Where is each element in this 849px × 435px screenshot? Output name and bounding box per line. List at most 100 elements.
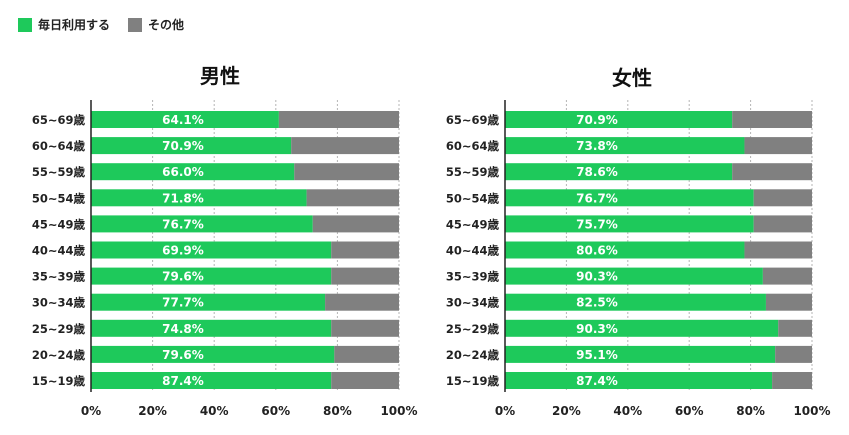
bar-other — [294, 163, 399, 181]
bar-daily — [91, 137, 292, 155]
bar-value-label: 79.6% — [162, 348, 204, 362]
legend-item-daily: 毎日利用する — [18, 16, 110, 33]
bar-value-label: 71.8% — [162, 191, 204, 205]
bar-value-label: 95.1% — [576, 348, 618, 362]
bar-other — [732, 163, 812, 181]
bar-daily — [91, 293, 326, 311]
x-tick-label: 80% — [323, 404, 352, 418]
chart-title-female: 女性 — [612, 66, 652, 90]
category-label: 40~44歳 — [446, 244, 500, 258]
bar-other — [753, 189, 812, 207]
x-tick-label: 100% — [380, 404, 417, 418]
bar-value-label: 75.7% — [576, 217, 618, 231]
bar-daily — [505, 293, 766, 311]
bar-other — [732, 111, 812, 128]
bar-daily — [505, 137, 745, 155]
bar-other — [312, 215, 399, 233]
bar-other — [334, 345, 399, 363]
x-tick-label: 80% — [736, 404, 765, 418]
category-label: 25~29歳 — [32, 322, 86, 336]
bar-daily — [91, 241, 332, 259]
bar-other — [775, 345, 812, 363]
bar-other — [753, 215, 812, 233]
bar-other — [762, 267, 812, 285]
bar-daily — [91, 189, 307, 207]
bar-value-label: 87.4% — [576, 374, 618, 388]
bar-other — [278, 111, 399, 128]
x-tick-label: 40% — [613, 404, 642, 418]
bar-value-label: 70.9% — [576, 113, 618, 127]
bar-value-label: 74.8% — [162, 322, 204, 336]
category-label: 40~44歳 — [32, 244, 86, 258]
bar-value-label: 78.6% — [576, 165, 618, 179]
bar-value-label: 69.9% — [162, 244, 204, 258]
legend-swatch-daily — [18, 17, 32, 32]
legend-label-daily: 毎日利用する — [38, 18, 111, 32]
bar-other — [744, 137, 812, 155]
bar-value-label: 80.6% — [576, 244, 618, 258]
category-label: 50~54歳 — [446, 191, 500, 205]
bar-daily — [91, 267, 332, 285]
category-label: 45~49歳 — [32, 217, 86, 231]
bar-value-label: 73.8% — [576, 139, 618, 153]
category-label: 15~19歳 — [32, 374, 86, 388]
category-label: 50~54歳 — [32, 191, 86, 205]
category-label: 60~64歳 — [32, 139, 86, 153]
category-label: 30~34歳 — [32, 296, 86, 310]
x-tick-label: 0% — [81, 404, 101, 418]
bar-value-label: 90.3% — [576, 270, 618, 284]
bar-other — [325, 293, 399, 311]
category-label: 45~49歳 — [446, 217, 500, 231]
x-tick-label: 20% — [138, 404, 167, 418]
bar-value-label: 90.3% — [576, 322, 618, 336]
bar-other — [331, 319, 399, 337]
bar-value-label: 64.1% — [162, 113, 204, 127]
bar-daily — [505, 241, 745, 259]
bar-daily — [505, 189, 754, 207]
bar-daily — [505, 215, 754, 233]
legend-swatch-other — [128, 17, 143, 32]
bar-value-label: 70.9% — [162, 139, 204, 153]
category-label: 55~59歳 — [446, 165, 500, 179]
category-label: 20~24歳 — [446, 348, 500, 362]
bar-daily — [91, 215, 313, 233]
bar-other — [331, 241, 399, 259]
chart-male: 0% 20% 40% 60% 80% 100% 64.1% 65~69歳 70.9% 60~64歳… — [32, 100, 418, 418]
legend: 毎日利用する その他 — [18, 16, 194, 33]
bar-value-label: 66.0% — [162, 165, 204, 179]
category-label: 15~19歳 — [446, 374, 500, 388]
bar-other — [772, 372, 812, 389]
chart-female: 0% 20% 40% 60% 80% 100% 70.9% 65~69歳 73.8% 60~64歳… — [446, 100, 831, 418]
category-label: 35~39歳 — [32, 270, 86, 284]
bar-other — [331, 372, 399, 389]
bar-daily — [91, 163, 295, 181]
x-tick-label: 20% — [552, 404, 581, 418]
category-label: 65~69歳 — [446, 113, 500, 127]
bar-other — [291, 137, 399, 155]
bar-value-label: 76.7% — [576, 191, 618, 205]
bar-value-label: 82.5% — [576, 296, 618, 310]
chart-title-male: 男性 — [200, 64, 240, 88]
x-tick-label: 60% — [261, 404, 290, 418]
x-tick-label: 60% — [675, 404, 704, 418]
category-label: 20~24歳 — [32, 348, 86, 362]
bar-daily — [505, 345, 776, 363]
bar-other — [765, 293, 812, 311]
legend-item-other: その他 — [128, 16, 184, 33]
bar-other — [744, 241, 812, 259]
bar-value-label: 87.4% — [162, 374, 204, 388]
x-tick-label: 0% — [495, 404, 515, 418]
bar-daily — [91, 345, 335, 363]
category-label: 65~69歳 — [32, 113, 86, 127]
bar-daily — [505, 372, 773, 389]
bar-daily — [91, 111, 279, 128]
category-label: 30~34歳 — [446, 296, 500, 310]
legend-label-other: その他 — [148, 18, 185, 32]
category-label: 60~64歳 — [446, 139, 500, 153]
bar-other — [778, 319, 812, 337]
bar-daily — [91, 319, 332, 337]
bar-other — [306, 189, 399, 207]
bar-daily — [505, 163, 733, 181]
x-tick-label: 40% — [200, 404, 229, 418]
